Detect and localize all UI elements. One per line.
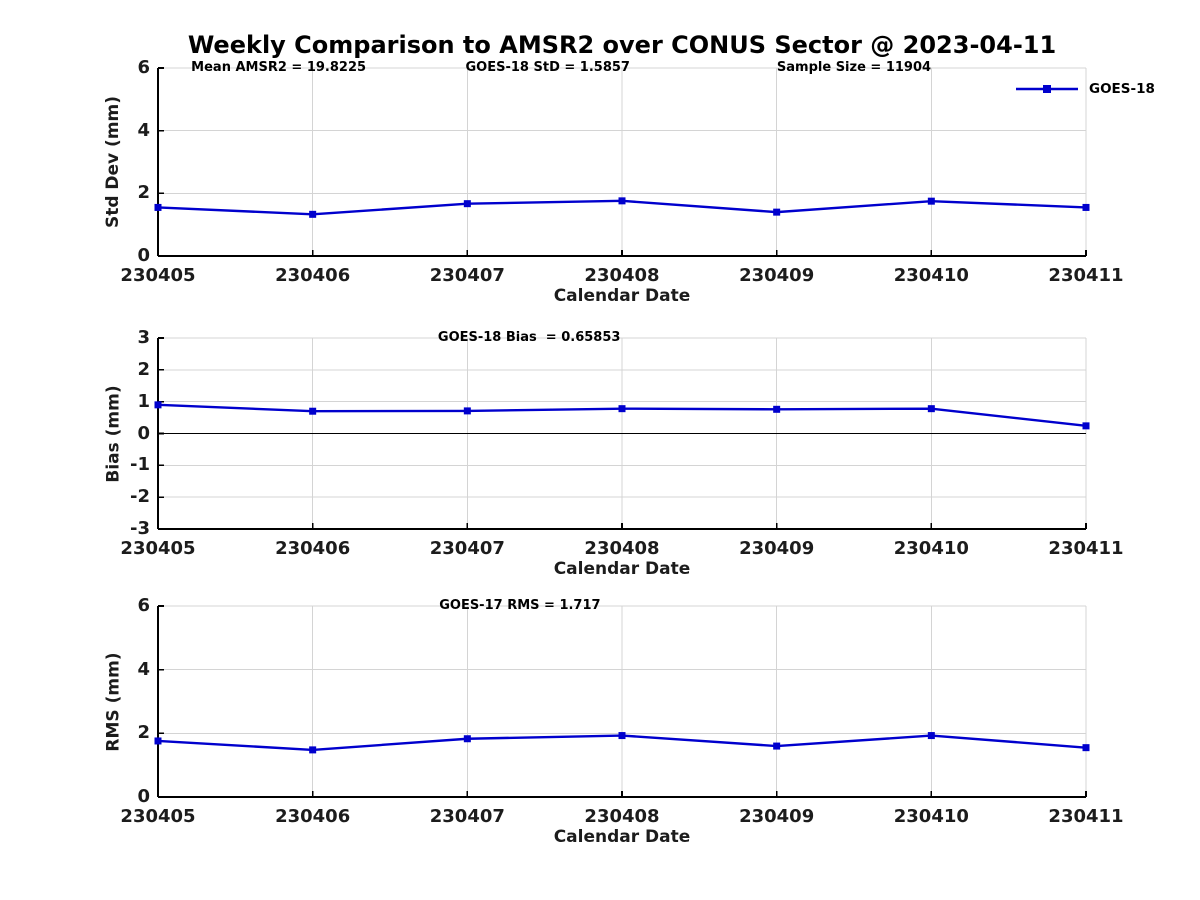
annotation: GOES-18 Bias = 0.65853 xyxy=(437,330,621,345)
data-point-marker xyxy=(1082,422,1090,430)
x-tick-label: 230406 xyxy=(275,806,351,827)
x-tick-label: 230407 xyxy=(429,265,505,286)
data-point-marker xyxy=(309,746,317,754)
data-point-marker xyxy=(1082,203,1090,211)
x-tick-label: 230405 xyxy=(120,538,196,559)
y-tick-label: -1 xyxy=(130,454,150,476)
x-tick-label: 230405 xyxy=(120,806,196,827)
rms-plot xyxy=(154,605,1090,798)
annotation: Mean AMSR2 = 19.8225 xyxy=(191,60,367,75)
data-point-marker xyxy=(309,210,317,218)
y-tick-label: 2 xyxy=(137,358,150,380)
x-tick-label: 230410 xyxy=(893,265,969,286)
x-axis-label: Calendar Date xyxy=(553,559,691,579)
annotation: GOES-18 StD = 1.5857 xyxy=(465,60,630,75)
x-tick-label: 230407 xyxy=(429,806,505,827)
data-point-marker xyxy=(618,405,626,413)
y-tick-label: 0 xyxy=(137,786,150,807)
data-point-marker xyxy=(618,732,626,740)
x-tick-label: 230411 xyxy=(1048,265,1124,286)
y-tick-label: -3 xyxy=(130,518,150,539)
x-tick-label: 230406 xyxy=(275,538,351,559)
y-tick-label: 4 xyxy=(137,658,150,680)
data-point-marker xyxy=(154,737,162,745)
data-point-marker xyxy=(154,401,162,409)
data-point-marker xyxy=(309,407,317,415)
std-dev-plot xyxy=(154,67,1090,257)
x-axis-label: Calendar Date xyxy=(553,286,691,306)
x-tick-label: 230409 xyxy=(739,538,815,559)
data-point-marker xyxy=(618,197,626,205)
y-tick-label: 0 xyxy=(137,422,150,444)
data-point-marker xyxy=(463,200,471,208)
x-tick-label: 230410 xyxy=(893,806,969,827)
y-tick-label: 6 xyxy=(137,57,150,78)
data-point-marker xyxy=(927,197,935,205)
annotation: Sample Size = 11904 xyxy=(776,60,932,75)
data-point-marker xyxy=(927,732,935,740)
y-tick-label: 2 xyxy=(137,182,150,204)
y-tick-label: 1 xyxy=(137,390,150,412)
x-tick-label: 230407 xyxy=(429,538,505,559)
data-point-marker xyxy=(1082,744,1090,752)
data-point-marker xyxy=(773,405,781,413)
y-axis-label: Std Dev (mm) xyxy=(103,95,123,229)
data-point-marker xyxy=(154,203,162,211)
data-point-marker xyxy=(463,735,471,743)
data-point-marker xyxy=(927,405,935,413)
y-tick-label: 3 xyxy=(137,327,150,348)
y-tick-label: 2 xyxy=(137,722,150,744)
data-point-marker xyxy=(463,407,471,415)
x-tick-label: 230408 xyxy=(584,265,660,286)
bias-plot xyxy=(154,337,1090,530)
figure-title: Weekly Comparison to AMSR2 over CONUS Se… xyxy=(187,31,1057,59)
data-point-marker xyxy=(773,208,781,216)
x-tick-label: 230411 xyxy=(1048,538,1124,559)
x-tick-label: 230411 xyxy=(1048,806,1124,827)
data-point-marker xyxy=(773,742,781,750)
legend-label: GOES-18 xyxy=(1089,81,1155,97)
x-tick-label: 230405 xyxy=(120,265,196,286)
x-tick-label: 230409 xyxy=(739,265,815,286)
y-tick-label: -2 xyxy=(130,486,150,508)
x-tick-label: 230409 xyxy=(739,806,815,827)
y-tick-label: 4 xyxy=(137,119,150,141)
y-tick-label: 0 xyxy=(137,245,150,266)
x-axis-label: Calendar Date xyxy=(553,827,691,847)
legend-marker xyxy=(1043,85,1051,93)
y-axis-label: RMS (mm) xyxy=(103,651,123,752)
x-tick-label: 230408 xyxy=(584,806,660,827)
x-tick-label: 230408 xyxy=(584,538,660,559)
y-axis-label: Bias (mm) xyxy=(103,384,123,483)
y-tick-label: 6 xyxy=(137,595,150,616)
x-tick-label: 230410 xyxy=(893,538,969,559)
annotation: GOES-17 RMS = 1.717 xyxy=(439,598,601,613)
x-tick-label: 230406 xyxy=(275,265,351,286)
